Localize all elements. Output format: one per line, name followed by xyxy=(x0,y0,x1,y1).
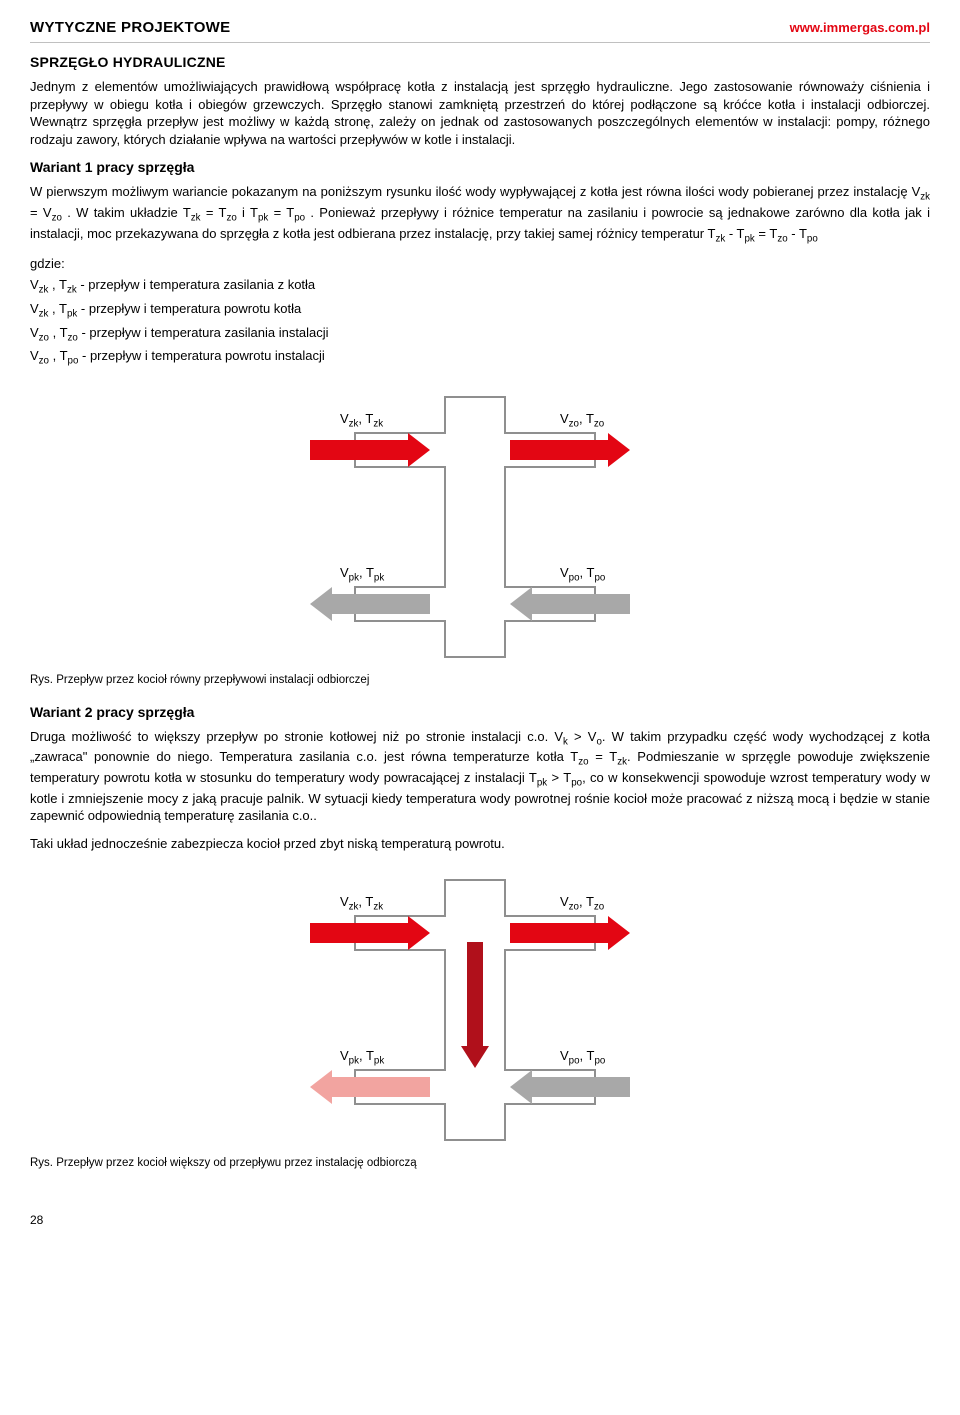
defs-l1: Vzk , Tzk - przepływ i temperatura zasil… xyxy=(30,276,930,298)
defs-l3: Vzo , Tzo - przepływ i temperatura zasil… xyxy=(30,324,930,346)
caption1: Rys. Przepływ przez kocioł równy przepły… xyxy=(30,673,930,689)
diagram2-wrap: Vzk, Tzk Vzo, Tzo Vpk, Tpk Vpo, Tpo xyxy=(30,870,930,1150)
defs-l2: Vzk , Tpk - przepływ i temperatura powro… xyxy=(30,300,930,322)
section-title: SPRZĘGŁO HYDRAULICZNE xyxy=(30,53,930,72)
variant1-para: W pierwszym możliwym wariancie pokazanym… xyxy=(30,183,930,245)
caption2-label: Rys. xyxy=(30,1157,53,1169)
diagram1-wrap: Vzk, Tzk Vzo, Tzo Vpk, Tpk Vpo, Tpo xyxy=(30,387,930,667)
caption2: Rys. Przepływ przez kocioł większy od pr… xyxy=(30,1156,930,1172)
defs-l4: Vzo , Tpo - przepływ i temperatura powro… xyxy=(30,347,930,369)
caption1-text: Przepływ przez kocioł równy przepływowi … xyxy=(56,674,369,686)
caption1-label: Rys. xyxy=(30,674,53,686)
page-header: WYTYCZNE PROJEKTOWE www.immergas.com.pl xyxy=(30,18,930,43)
header-title: WYTYCZNE PROJEKTOWE xyxy=(30,18,230,38)
section1-para: Jednym z elementów umożliwiających prawi… xyxy=(30,78,930,148)
variant1-title: Wariant 1 pracy sprzęgła xyxy=(30,158,930,177)
caption2-text: Przepływ przez kocioł większy od przepły… xyxy=(56,1157,416,1169)
page-number: 28 xyxy=(30,1212,930,1228)
variant2-para: Druga możliwość to większy przepływ po s… xyxy=(30,728,930,825)
variant2-note: Taki układ jednocześnie zabezpiecza koci… xyxy=(30,835,930,853)
defs-gdzie: gdzie: xyxy=(30,255,930,274)
header-url: www.immergas.com.pl xyxy=(790,19,930,37)
variant2-title: Wariant 2 pracy sprzęgła xyxy=(30,703,930,722)
diagram2: Vzk, Tzk Vzo, Tzo Vpk, Tpk Vpo, Tpo xyxy=(280,870,680,1150)
diagram1: Vzk, Tzk Vzo, Tzo Vpk, Tpk Vpo, Tpo xyxy=(280,387,680,667)
